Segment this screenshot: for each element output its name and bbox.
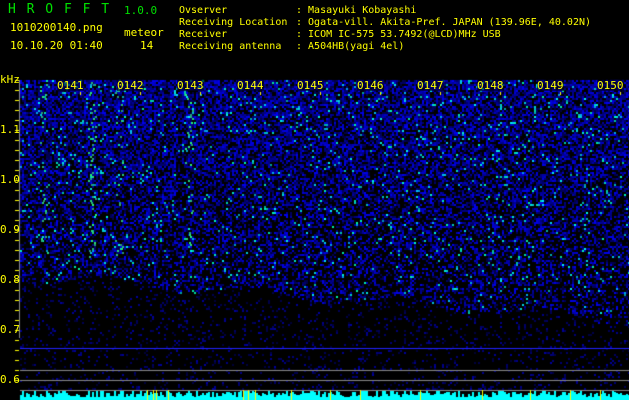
time-label: 0142 bbox=[117, 79, 144, 92]
info-location: Receiving Location : Ogata-vill. Akita-Pr… bbox=[179, 17, 591, 29]
time-label: 0144 bbox=[237, 79, 264, 92]
info-value: : Ogata-vill. Akita-Pref. JAPAN (139.96E… bbox=[296, 17, 592, 28]
app-version: 1.0.0 bbox=[124, 4, 158, 17]
datetime: 10.10.20 01:40 bbox=[10, 39, 103, 52]
filename: 1010200140.png bbox=[10, 21, 103, 34]
time-label: 0145 bbox=[297, 79, 324, 92]
info-label: Ovserver bbox=[179, 5, 228, 16]
time-label: 0143 bbox=[177, 79, 204, 92]
time-label: 0148 bbox=[477, 79, 504, 92]
meteor-count: 14 bbox=[140, 39, 154, 52]
time-label: 0149 bbox=[537, 79, 564, 92]
time-label: 0147 bbox=[417, 79, 444, 92]
info-value: : ICOM IC-575 53.7492(@LCD)MHz USB bbox=[296, 29, 501, 40]
info-label: Receiving antenna bbox=[179, 41, 282, 52]
meteor-label: meteor bbox=[124, 26, 164, 39]
info-value: : Masayuki Kobayashi bbox=[296, 5, 417, 16]
y-tick-label: 0.6 bbox=[0, 373, 20, 386]
app-title: H R O F F T bbox=[8, 3, 111, 17]
time-label: 0150 bbox=[597, 79, 624, 92]
y-tick-label: 0.8 bbox=[0, 273, 20, 286]
y-tick-label: 0.7 bbox=[0, 323, 20, 336]
time-label: 0141 bbox=[57, 79, 84, 92]
y-tick-label: 1.1 bbox=[0, 123, 20, 136]
y-unit-label: kHz bbox=[0, 73, 20, 86]
info-value: : A504HB(yagi 4el) bbox=[296, 41, 405, 52]
y-tick-label: 1.0 bbox=[0, 173, 20, 186]
info-antenna: Receiving antenna : A504HB(yagi 4el) bbox=[179, 41, 404, 53]
y-tick-label: 0.9 bbox=[0, 223, 20, 236]
info-receiver: Receiver : ICOM IC-575 53.7492(@LCD)MHz U… bbox=[179, 29, 501, 41]
info-label: Receiving Location bbox=[179, 17, 288, 28]
time-label: 0146 bbox=[357, 79, 384, 92]
info-label: Receiver bbox=[179, 29, 228, 40]
info-observer: Ovserver : Masayuki Kobayashi bbox=[179, 5, 416, 17]
